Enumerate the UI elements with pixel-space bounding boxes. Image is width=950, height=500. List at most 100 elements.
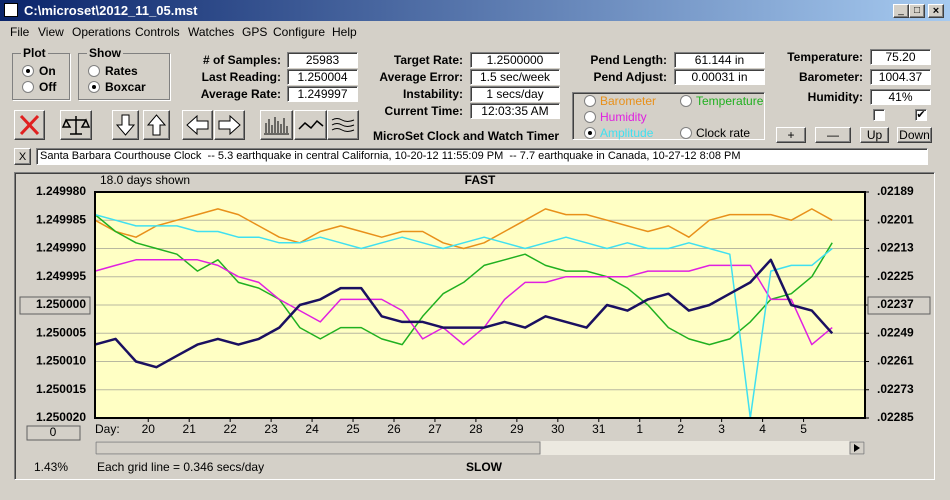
x-tick-label: 27	[428, 422, 442, 436]
menu-item[interactable]: Controls	[135, 25, 180, 39]
field-value[interactable]: 41%	[870, 89, 931, 105]
field-value[interactable]: 0.00031 in	[674, 69, 765, 85]
radio-label[interactable]: Off	[39, 80, 57, 94]
series-line	[94, 213, 833, 419]
radio-label[interactable]: On	[39, 64, 56, 78]
adjust-button[interactable]: Down	[897, 127, 932, 143]
y2-tick-label: .02189	[877, 184, 914, 198]
field-value[interactable]: 1.2500000	[470, 52, 560, 68]
status-text: Santa Barbara Courthouse Clock -- 5.3 ea…	[36, 148, 928, 165]
field-label: Barometer:	[798, 70, 863, 84]
percent: 1.43%	[34, 460, 68, 474]
field-label: Target Rate:	[393, 53, 463, 67]
field-value[interactable]: 1.249997	[287, 86, 358, 102]
field-value[interactable]: 1 secs/day	[470, 86, 560, 102]
menu-item[interactable]: GPS	[242, 25, 268, 39]
multi-wave-icon	[331, 118, 355, 132]
histogram-button[interactable]	[260, 110, 293, 140]
field-value[interactable]: 1.5 sec/week	[470, 69, 560, 85]
x-tick-label: 22	[223, 422, 237, 436]
series-line	[94, 214, 833, 346]
down-button[interactable]	[112, 110, 139, 140]
field-label: Average Error:	[379, 70, 463, 84]
radio-button[interactable]	[584, 111, 596, 123]
wave-button[interactable]	[294, 110, 327, 140]
radio-label[interactable]: Rates	[105, 64, 138, 78]
x-axis-label: Day:	[95, 422, 120, 436]
field-value[interactable]: 1004.37	[870, 69, 931, 85]
balance-button[interactable]	[60, 110, 92, 140]
status-close-button[interactable]: X	[14, 148, 31, 165]
sensor-label[interactable]: Clock rate	[696, 126, 751, 140]
days-shown: 18.0 days shown	[100, 173, 190, 187]
delete-button[interactable]	[14, 110, 45, 140]
x-tick-label: 28	[469, 422, 483, 436]
sensor-label[interactable]: Amplitude	[600, 126, 654, 140]
y-tick-label: 1.250010	[36, 354, 86, 368]
series-line	[94, 258, 834, 369]
radio-dot	[26, 69, 30, 73]
radio-button[interactable]	[22, 81, 34, 93]
field-value[interactable]: 12:03:35 AM	[470, 103, 560, 119]
subtitle: MicroSet Clock and Watch Timer	[373, 129, 560, 143]
radio-button[interactable]	[88, 65, 100, 77]
radio-label[interactable]: Boxcar	[105, 80, 146, 94]
y-tick-label: 1.250005	[36, 325, 86, 339]
left-button[interactable]	[182, 110, 213, 140]
multi-wave-button[interactable]	[327, 110, 359, 140]
radio-button[interactable]	[680, 127, 692, 139]
checkbox[interactable]: ✔	[915, 109, 927, 121]
sensor-label[interactable]: Humidity	[600, 110, 647, 124]
up-icon	[146, 114, 167, 136]
sensor-label[interactable]: Temperature	[696, 94, 764, 108]
y2-tick-label: .02249	[877, 325, 914, 339]
right-button[interactable]	[214, 110, 245, 140]
field-value[interactable]: 1.250004	[287, 69, 358, 85]
scrollbar-thumb[interactable]	[95, 441, 541, 455]
adjust-button[interactable]: +	[776, 127, 806, 143]
y-tick-label: 1.249985	[36, 212, 86, 226]
scroll-right-arrow	[854, 444, 860, 452]
maximize-button[interactable]: □	[909, 4, 925, 18]
left-icon	[186, 114, 209, 136]
chart-panel	[14, 172, 935, 480]
x-tick-label: 21	[183, 422, 197, 436]
adjust-button[interactable]: —	[815, 127, 851, 143]
wave-icon	[298, 119, 324, 130]
field-value[interactable]: 25983	[287, 52, 358, 68]
offset-button-label[interactable]: 0	[50, 425, 57, 439]
y2-tick-button[interactable]	[867, 296, 931, 315]
radio-button[interactable]	[680, 95, 692, 107]
minimize-button[interactable]: _	[893, 4, 909, 18]
menu-item[interactable]: Watches	[188, 25, 235, 39]
checkbox[interactable]	[873, 109, 885, 121]
offset-button[interactable]	[26, 425, 81, 441]
y2-tick-label: .02201	[877, 212, 914, 226]
field-value[interactable]: 75.20	[870, 49, 931, 65]
menu-item[interactable]: Operations	[72, 25, 131, 39]
y-tick-label: 1.249995	[36, 269, 86, 283]
y-tick-button[interactable]	[19, 296, 91, 315]
adjust-button[interactable]: Up	[860, 127, 889, 143]
menu-item[interactable]: Configure	[273, 25, 326, 39]
close-window-button[interactable]: ×	[928, 4, 944, 18]
delete-icon	[19, 114, 40, 136]
x-tick-label: 4	[759, 422, 766, 436]
field-label: Temperature:	[787, 50, 863, 64]
y2-tick-label: .02225	[877, 269, 914, 283]
x-tick-label: 25	[346, 422, 360, 436]
y2-tick-label[interactable]: .02237	[877, 297, 914, 311]
up-button[interactable]	[143, 110, 170, 140]
menu-item[interactable]: File	[10, 25, 30, 39]
radio-dot	[588, 131, 592, 135]
y2-tick-label: .02261	[877, 354, 914, 368]
x-tick-label: 31	[592, 422, 606, 436]
radio-button[interactable]	[584, 95, 596, 107]
window-title: C:\microset\2012_11_05.mst	[24, 3, 198, 18]
sensor-label[interactable]: Barometer	[600, 94, 657, 108]
field-label: # of Samples:	[202, 53, 281, 67]
field-value[interactable]: 61.144 in	[674, 52, 765, 68]
menu-item[interactable]: View	[38, 25, 64, 39]
menu-item[interactable]: Help	[332, 25, 357, 39]
y-tick-label[interactable]: 1.250000	[36, 297, 86, 311]
